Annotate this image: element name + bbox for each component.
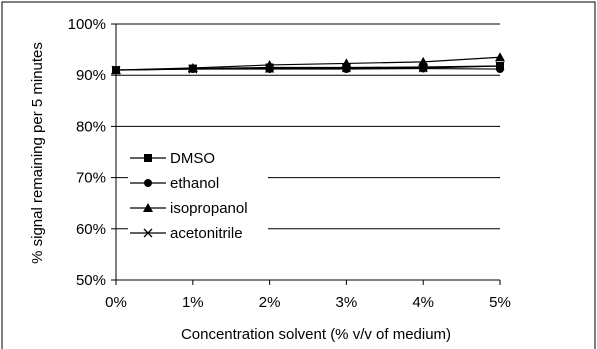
legend-marker	[143, 228, 153, 238]
legend-item-isopropanol: isopropanol	[130, 200, 248, 217]
data-point	[496, 65, 504, 74]
legend-item-DMSO: DMSO	[130, 150, 215, 167]
y-tick-label: 50%	[76, 272, 106, 289]
y-tick-labels: 50% 60% 70% 80% 90% 100%	[68, 16, 106, 289]
series-line	[115, 65, 501, 71]
x-tick-label: 4%	[412, 294, 434, 311]
legend-item-acetonitrile: acetonitrile	[130, 225, 243, 242]
x-tick-label: 2%	[259, 294, 281, 311]
legend-label: isopropanol	[170, 200, 248, 217]
x-tick-label: 1%	[182, 294, 204, 311]
y-tick-label: 80%	[76, 118, 106, 135]
x-tick-label: 5%	[489, 294, 511, 311]
legend-label: DMSO	[170, 150, 215, 167]
legend-marker	[144, 179, 152, 187]
legend-marker	[143, 203, 153, 212]
legend-marker	[144, 154, 152, 162]
data-point	[111, 65, 121, 75]
data-point	[188, 64, 198, 74]
legend: DMSO ethanol isopropanol acetonitrile	[128, 145, 268, 265]
x-tick-label: 3%	[336, 294, 358, 311]
legend-label: acetonitrile	[170, 225, 243, 242]
data-point	[495, 52, 505, 62]
series-line	[115, 56, 501, 71]
legend-item-ethanol: ethanol	[130, 175, 219, 192]
data-point	[495, 61, 505, 71]
y-axis-title: % signal remaining per 5 minutes	[29, 42, 46, 264]
x-axis-title: Concentration solvent (% v/v of medium)	[181, 326, 451, 343]
y-tick-label: 70%	[76, 170, 106, 187]
x-tick-label: 0%	[105, 294, 127, 311]
y-tick-label: 100%	[68, 16, 106, 33]
x-tick-labels: 0% 1% 2% 3% 4% 5%	[105, 294, 511, 311]
legend-box	[128, 145, 268, 265]
data-point	[418, 63, 428, 73]
series-acetonitrile	[111, 61, 505, 75]
data-point	[187, 63, 198, 73]
y-tick-label: 60%	[76, 221, 106, 238]
data-point	[341, 63, 351, 73]
data-point	[265, 64, 275, 74]
legend-label: ethanol	[170, 175, 219, 192]
data-point	[418, 56, 429, 66]
series-lines	[111, 52, 505, 75]
y-tick-label: 90%	[76, 67, 106, 84]
